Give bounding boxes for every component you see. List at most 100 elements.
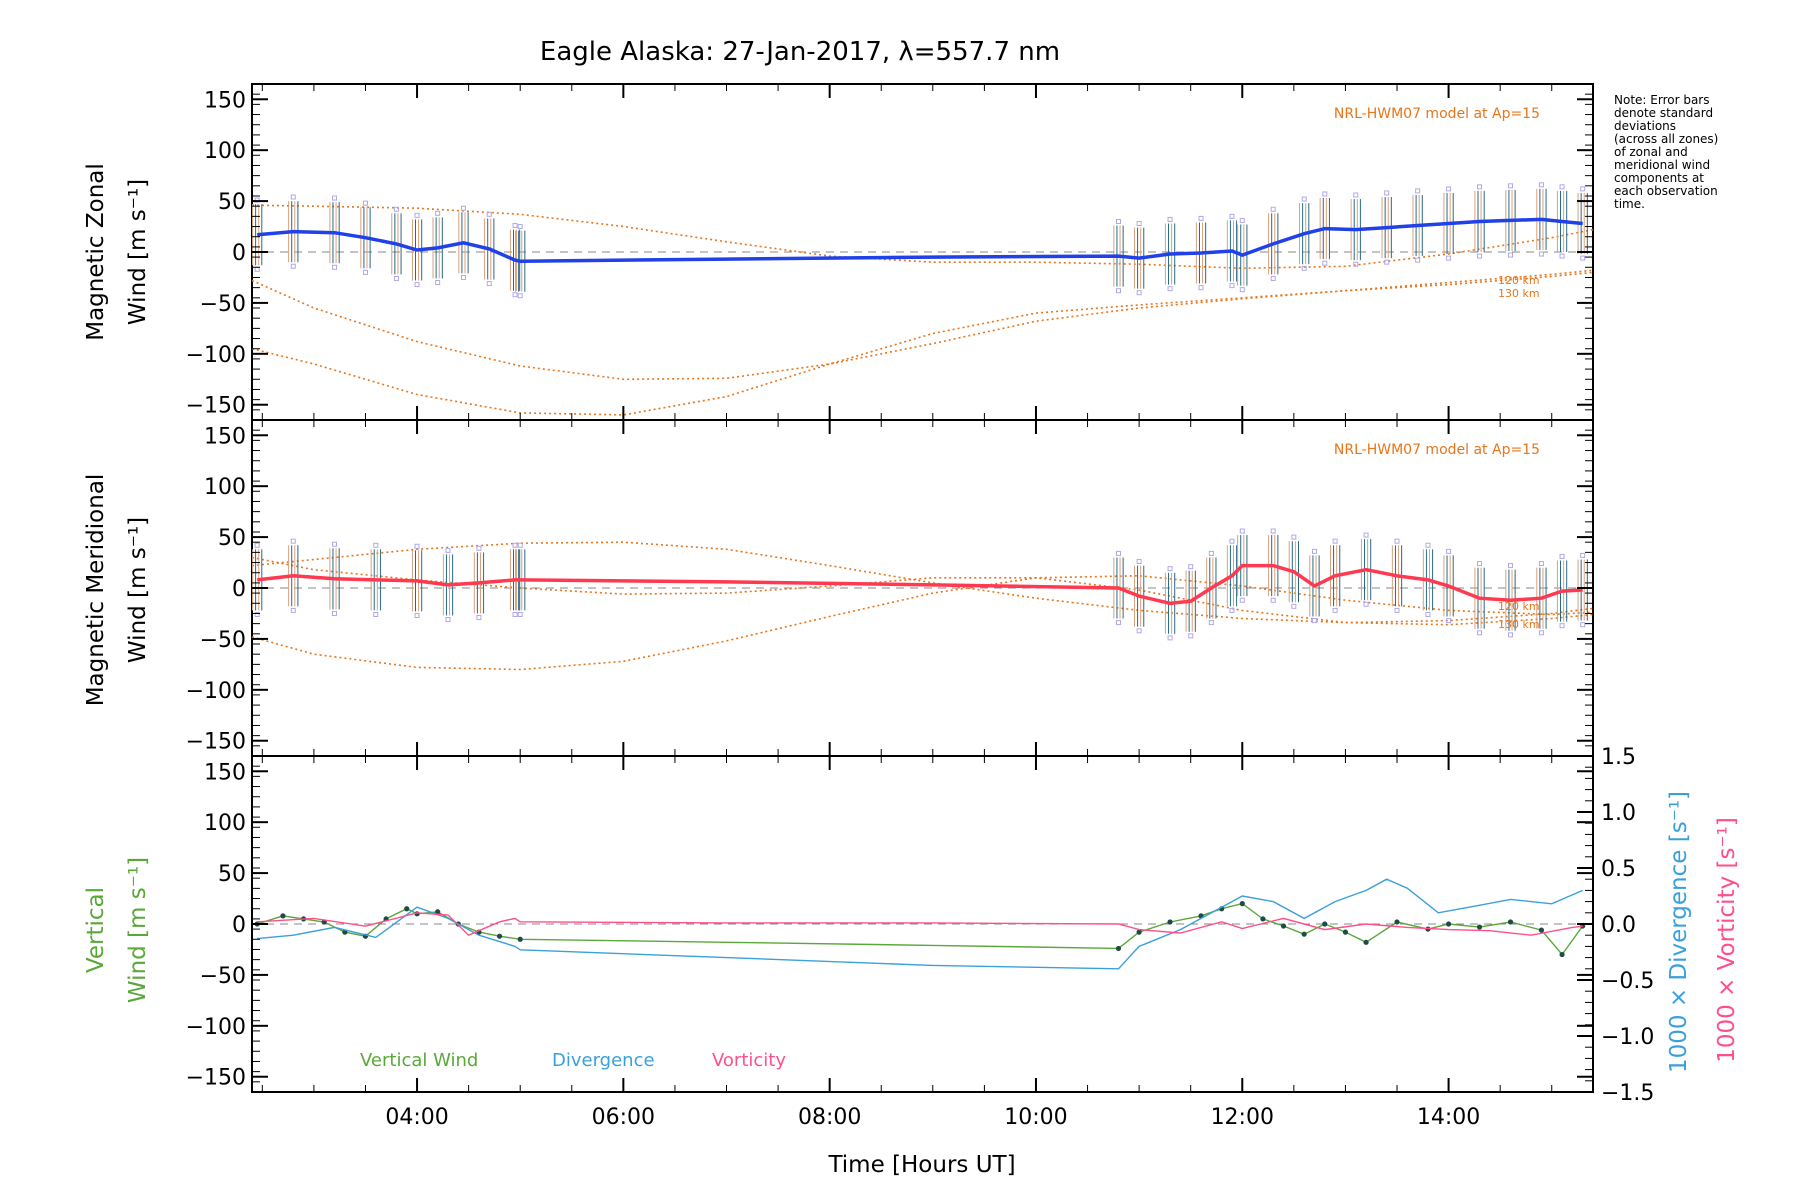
x-tick-label: 10:00 bbox=[1004, 1105, 1067, 1130]
zone-sample bbox=[1446, 618, 1452, 624]
vertical-wind-point bbox=[1342, 929, 1349, 935]
zone-sample bbox=[512, 223, 518, 229]
zone-sample bbox=[1136, 559, 1142, 565]
zone-sample bbox=[254, 542, 260, 548]
y2-tick-label: 1.0 bbox=[1601, 801, 1636, 826]
y-tick-label: 150 bbox=[204, 88, 246, 113]
zone-sample bbox=[1322, 191, 1328, 197]
y2-tick-label: 0.0 bbox=[1601, 913, 1636, 938]
zone-sample bbox=[1208, 550, 1214, 556]
meridional-series bbox=[252, 528, 1588, 641]
zone-sample bbox=[1198, 215, 1204, 221]
y-tick-label: 0 bbox=[232, 577, 246, 602]
zone-sample bbox=[1559, 184, 1565, 190]
y2-tick-label: −1.5 bbox=[1601, 1081, 1654, 1106]
zonal-model-alt-label: 130 km bbox=[1498, 287, 1540, 300]
zone-sample bbox=[290, 263, 296, 269]
zone-sample bbox=[1384, 190, 1390, 196]
vertical-wind-point bbox=[1280, 923, 1287, 929]
zone-sample bbox=[435, 210, 441, 216]
vertical-wind-point bbox=[1445, 921, 1452, 927]
zone-sample bbox=[1446, 186, 1452, 192]
zone-sample bbox=[512, 542, 518, 548]
zone-sample bbox=[332, 195, 338, 201]
zone-sample bbox=[373, 542, 379, 548]
vertical-wind-point bbox=[1301, 931, 1307, 937]
vertical-y-label: Vertical bbox=[83, 887, 109, 973]
note-line: meridional wind bbox=[1614, 158, 1710, 172]
zonal-model-alt-label: 120 km bbox=[1498, 274, 1540, 287]
vertical-wind-point bbox=[1559, 951, 1565, 958]
zone-sample bbox=[512, 292, 518, 298]
zone-sample bbox=[517, 224, 523, 230]
meridional-model-label: NRL-HWM07 model at Ap=15 bbox=[1334, 442, 1540, 458]
zone-sample bbox=[414, 543, 420, 549]
zone-sample bbox=[332, 610, 338, 616]
zone-sample bbox=[1270, 528, 1276, 534]
y-tick-label: −50 bbox=[200, 964, 246, 989]
vertical-wind-point bbox=[1239, 901, 1245, 907]
vorticity-axis-label: 1000 × Vorticity [s⁻¹] bbox=[1714, 817, 1740, 1063]
zone-sample bbox=[1188, 633, 1194, 639]
zone-sample bbox=[393, 206, 399, 212]
zone-sample bbox=[1425, 611, 1431, 617]
vertical-right-y-ticks: −1.5 −1.0 −0.5 0.0 0.5 1.0 1.5 bbox=[1577, 745, 1654, 1106]
y2-tick-label: −1.0 bbox=[1601, 1025, 1654, 1050]
note-line: components at bbox=[1614, 171, 1704, 185]
zone-sample bbox=[332, 264, 338, 270]
zone-sample bbox=[1332, 538, 1338, 544]
zone-sample bbox=[1301, 196, 1307, 202]
zonal-panel: −150 −100 −50 0 50 100 150 NRL-HWM07 model at … bbox=[83, 83, 1594, 421]
y-tick-label: 150 bbox=[204, 760, 246, 785]
note-line: time. bbox=[1614, 197, 1645, 211]
zone-sample bbox=[1301, 265, 1307, 271]
zone-sample bbox=[1507, 252, 1513, 258]
zone-sample bbox=[1270, 206, 1276, 212]
zonal-series bbox=[252, 182, 1588, 299]
zone-sample bbox=[1507, 632, 1513, 638]
meridional-y-label: Magnetic Meridional bbox=[83, 474, 109, 707]
model-curve bbox=[251, 269, 1594, 381]
zone-sample bbox=[254, 611, 260, 617]
zone-sample bbox=[362, 269, 368, 275]
zone-sample bbox=[1384, 259, 1390, 265]
y-tick-label: 50 bbox=[218, 526, 246, 551]
zone-sample bbox=[1580, 622, 1586, 628]
legend-divergence: Divergence bbox=[552, 1050, 655, 1071]
model-curve bbox=[251, 271, 1594, 416]
zone-sample bbox=[1446, 255, 1452, 261]
vertical-wind-point bbox=[1167, 919, 1173, 925]
y-tick-label: −50 bbox=[200, 292, 246, 317]
zone-sample bbox=[460, 274, 466, 280]
zone-sample bbox=[486, 211, 492, 217]
zone-sample bbox=[290, 607, 296, 613]
x-tick-label: 14:00 bbox=[1417, 1105, 1480, 1130]
zone-sample bbox=[1353, 261, 1359, 267]
note-line: of zonal and bbox=[1614, 145, 1688, 159]
zone-sample bbox=[1415, 257, 1421, 263]
zone-sample bbox=[517, 542, 523, 548]
zone-sample bbox=[517, 293, 523, 299]
vorticity-line bbox=[257, 912, 1583, 937]
zone-sample bbox=[1167, 566, 1173, 572]
zone-sample bbox=[435, 280, 441, 286]
zone-sample bbox=[517, 611, 523, 617]
meridional-y-ticks: −150 −100 −50 0 50 100 150 bbox=[186, 419, 1593, 757]
y2-tick-label: 1.5 bbox=[1601, 745, 1636, 770]
vertical-wind-point bbox=[517, 936, 523, 942]
vertical-wind-line bbox=[256, 902, 1584, 956]
y-tick-label: −100 bbox=[186, 679, 246, 704]
zone-sample bbox=[1446, 548, 1452, 554]
zone-sample bbox=[362, 200, 368, 206]
zone-sample bbox=[1198, 285, 1204, 291]
zone-sample bbox=[1136, 290, 1142, 296]
zone-sample bbox=[1311, 548, 1317, 554]
y-tick-label: 150 bbox=[204, 424, 246, 449]
zone-sample bbox=[1167, 635, 1173, 641]
zone-sample bbox=[1291, 534, 1297, 540]
note-text: Note: Error bars denote standard deviati… bbox=[1614, 93, 1718, 211]
zone-sample bbox=[445, 547, 451, 553]
zone-sample bbox=[1363, 532, 1369, 538]
vertical-y-ticks: −150 −100 −50 0 50 100 150 bbox=[186, 755, 1593, 1093]
